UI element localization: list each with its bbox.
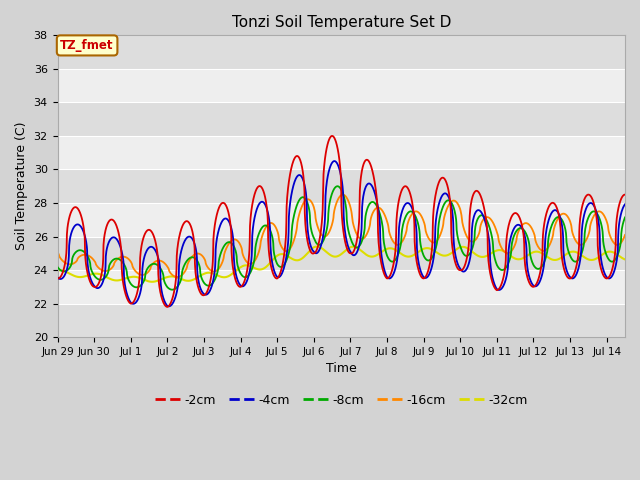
- Bar: [58, 303, 625, 337]
- Legend: -2cm, -4cm, -8cm, -16cm, -32cm: -2cm, -4cm, -8cm, -16cm, -32cm: [150, 389, 533, 412]
- Y-axis label: Soil Temperature (C): Soil Temperature (C): [15, 122, 28, 251]
- X-axis label: Time: Time: [326, 362, 356, 375]
- Bar: [58, 36, 625, 69]
- Bar: [58, 136, 625, 169]
- Bar: [58, 203, 625, 237]
- Title: Tonzi Soil Temperature Set D: Tonzi Soil Temperature Set D: [232, 15, 451, 30]
- Bar: [58, 169, 625, 203]
- Bar: [58, 102, 625, 136]
- Bar: [58, 270, 625, 303]
- Bar: [58, 69, 625, 102]
- Text: TZ_fmet: TZ_fmet: [60, 39, 114, 52]
- Bar: [58, 237, 625, 270]
